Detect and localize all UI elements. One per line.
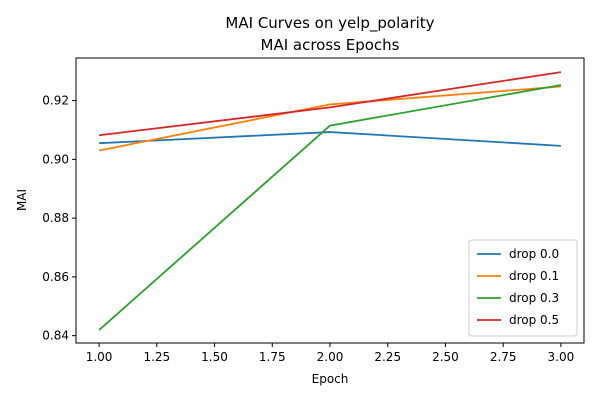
y-tick-label: 0.84 <box>42 329 69 343</box>
legend-label: drop 0.0 <box>509 247 559 261</box>
x-tick-label: 2.25 <box>374 350 401 364</box>
chart-title: MAI Curves on yelp_polarity <box>225 14 434 33</box>
x-tick-label: 2.00 <box>317 350 344 364</box>
plot-area: 1.00 1.25 1.50 1.75 2.00 2.25 2.50 2.75 3.00 0.84… <box>42 71 575 364</box>
x-tick-label: 1.25 <box>143 350 170 364</box>
legend: drop 0.0 drop 0.1 drop 0.3 drop 0.5 <box>468 239 578 337</box>
y-tick-label: 0.86 <box>42 270 69 284</box>
series-line-1 <box>98 85 561 152</box>
x-tick-label: 1.75 <box>259 350 286 364</box>
series-line-3 <box>98 71 562 137</box>
chart-subtitle: MAI across Epochs <box>261 36 400 54</box>
x-tick-label: 1.50 <box>201 350 228 364</box>
plot-frame <box>75 57 585 344</box>
x-tick-label: 2.50 <box>432 350 459 364</box>
x-tick-label: 1.00 <box>86 350 113 364</box>
legend-label: drop 0.5 <box>509 313 559 327</box>
x-axis-label: Epoch <box>312 372 349 386</box>
y-tick-label: 0.90 <box>42 152 69 166</box>
x-tick-label: 3.00 <box>548 350 575 364</box>
y-tick-label: 0.88 <box>42 211 69 225</box>
legend-box <box>468 239 578 337</box>
y-tick-label: 0.92 <box>42 94 69 108</box>
x-tick-label: 2.75 <box>490 350 517 364</box>
y-axis-label: MAI <box>15 189 29 211</box>
legend-label: drop 0.3 <box>509 291 559 305</box>
series-line-0 <box>99 131 561 147</box>
legend-label: drop 0.1 <box>509 269 559 283</box>
series-line-2 <box>98 84 562 331</box>
